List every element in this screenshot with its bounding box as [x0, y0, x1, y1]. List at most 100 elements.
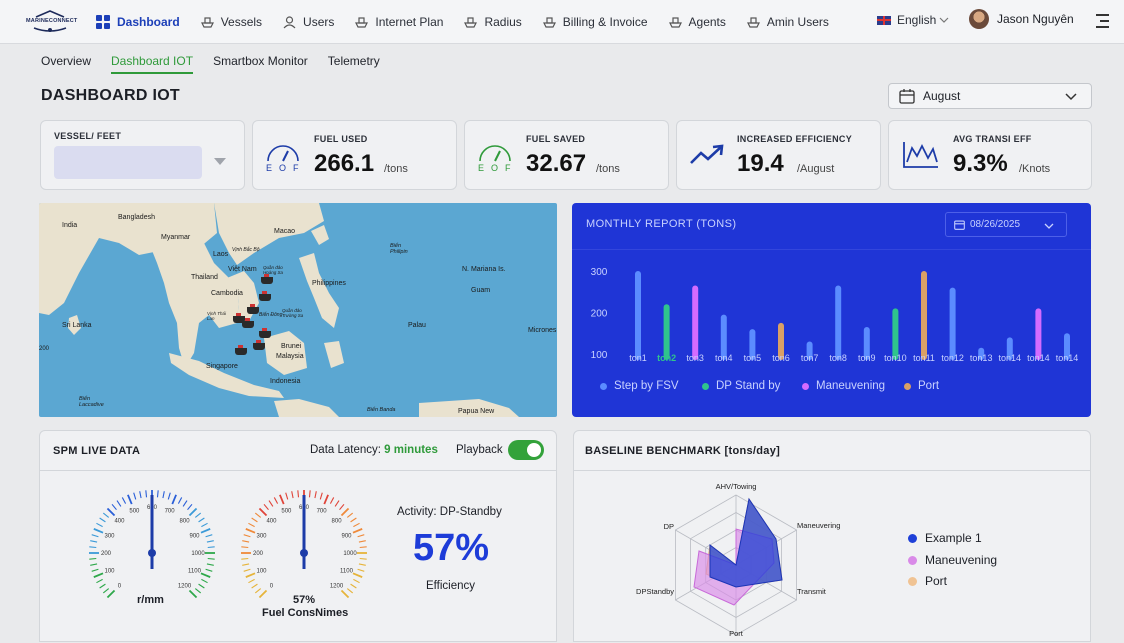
gauge-tick — [346, 588, 354, 594]
gauge-tick — [248, 578, 255, 584]
vessel-marker-icon[interactable] — [259, 291, 271, 301]
bar[interactable] — [720, 314, 727, 360]
gauge-tick-label: 1100 — [188, 569, 202, 575]
vessel-marker-icon[interactable] — [259, 328, 271, 338]
radar-series-example-1 — [709, 497, 783, 588]
report-date-picker[interactable]: 08/26/2025 — [945, 212, 1067, 237]
map-label: Biển Đông — [259, 312, 283, 318]
nav-dashboard[interactable]: Dashboard — [96, 15, 180, 29]
svg-text:F: F — [293, 163, 299, 173]
gauge-tick — [308, 490, 311, 498]
gauge-tick — [251, 517, 258, 523]
gauge-tick — [243, 568, 251, 572]
hamburger-menu-icon[interactable] — [1096, 14, 1109, 32]
vessel-marker-icon[interactable] — [253, 340, 265, 350]
x-tick-label: ton6 — [772, 353, 790, 363]
gauge-tick-label: 1000 — [191, 551, 205, 557]
bar[interactable] — [749, 329, 756, 360]
language-label: English — [897, 13, 937, 27]
legend-item: Port — [904, 380, 939, 392]
gauge-tick — [194, 588, 202, 594]
fuel-gauge-label: Fuel ConsNimes — [262, 607, 349, 619]
nav-internet-plan[interactable]: Internet Plan — [355, 15, 443, 29]
gauge-tick-label: 700 — [165, 509, 176, 515]
gauge-tick — [99, 583, 106, 589]
fuel-used-label: FUEL USED — [314, 134, 368, 144]
legend-dot — [802, 382, 809, 390]
vessel-marker-icon[interactable] — [233, 313, 245, 323]
bar[interactable] — [635, 271, 641, 360]
gauge-tick — [297, 490, 300, 498]
month-select[interactable]: August — [888, 83, 1092, 109]
bar[interactable] — [835, 285, 842, 360]
gauge-tick — [258, 507, 268, 517]
nav-agents[interactable]: Agents — [668, 15, 726, 29]
playback-toggle[interactable] — [508, 440, 544, 460]
bar[interactable] — [978, 347, 985, 360]
x-tick-label: ton4 — [715, 353, 733, 363]
dropdown-arrow-icon[interactable] — [214, 158, 226, 165]
x-tick-label: ton8 — [829, 353, 847, 363]
efficiency-label: Efficiency — [426, 580, 476, 592]
nav-admin-users[interactable]: Amin Users — [746, 15, 829, 29]
gauge-tick-label: 200 — [101, 551, 112, 557]
vessel-map[interactable]: India Bangladesh Myanmar Laos Việt Nam T… — [39, 203, 557, 417]
gauge-tick-label: 1000 — [343, 551, 357, 557]
gauge-tick — [359, 557, 367, 560]
x-tick-label: ton11 — [913, 353, 935, 363]
vessel-marker-icon[interactable] — [235, 345, 247, 355]
efficiency-unit: /August — [797, 163, 835, 175]
divider — [40, 470, 556, 471]
fuel-used-value: 266.1 — [314, 150, 375, 177]
vessel-marker-icon[interactable] — [261, 274, 273, 284]
gauge-tick-labels: 0100200300400500600700800900100011001200 — [253, 505, 357, 590]
bar[interactable] — [1006, 337, 1013, 360]
gauge-tick — [243, 534, 251, 538]
legend-label: DP Stand by — [716, 380, 781, 392]
gauge-tick — [352, 528, 363, 534]
gauge-tick — [102, 512, 110, 518]
gauge-tick — [89, 546, 97, 549]
language-selector[interactable]: English — [877, 13, 949, 27]
gauge-tick — [194, 512, 202, 518]
nav-radius[interactable]: Radius — [464, 15, 522, 29]
bar[interactable] — [949, 287, 956, 360]
map-label: Indonesia — [270, 378, 301, 385]
bar[interactable] — [1064, 333, 1070, 360]
gauge-tick — [162, 491, 165, 499]
gauge-tick — [258, 589, 268, 599]
svg-text:O: O — [491, 163, 498, 173]
vessel-marker-icon[interactable] — [247, 304, 259, 314]
gauge-tick — [353, 578, 360, 584]
gauge-tick — [245, 528, 256, 534]
legend-dot — [702, 382, 709, 390]
tab-smartbox-monitor[interactable]: Smartbox Monitor — [213, 54, 308, 68]
logo-icon — [33, 10, 67, 32]
gauge-tick — [96, 578, 103, 584]
nav-users[interactable]: Users — [283, 15, 334, 29]
nav-vessels[interactable]: Vessels — [200, 15, 262, 29]
ship-icon — [746, 17, 760, 28]
nav-billing[interactable]: Billing & Invoice — [542, 15, 648, 29]
avg-transit-label: AVG TRANSI EFF — [953, 134, 1032, 144]
month-value: August — [923, 89, 961, 103]
bar[interactable] — [806, 341, 813, 360]
vessel-marker-icon[interactable] — [242, 318, 254, 328]
bar[interactable] — [863, 327, 870, 360]
tab-overview[interactable]: Overview — [41, 54, 92, 68]
gauge-tick — [127, 494, 133, 505]
brand-logo[interactable]: MARINECONNECT — [26, 8, 77, 36]
user-menu[interactable]: Jason Nguyên — [969, 9, 1074, 29]
bar[interactable] — [921, 271, 927, 360]
bar[interactable] — [692, 285, 699, 360]
map-label: Cambodia — [211, 290, 243, 297]
fuel-saved-label: FUEL SAVED — [526, 134, 586, 144]
tab-dashboard-iot[interactable]: Dashboard IOT — [111, 54, 194, 74]
bar[interactable] — [778, 322, 784, 360]
bar[interactable] — [663, 304, 670, 360]
map-label: N. Mariana Is. — [462, 266, 506, 273]
tab-telemetry[interactable]: Telemetry — [327, 54, 380, 68]
vessel-select[interactable] — [54, 146, 202, 179]
bar[interactable] — [1035, 308, 1042, 360]
bar[interactable] — [892, 308, 899, 360]
